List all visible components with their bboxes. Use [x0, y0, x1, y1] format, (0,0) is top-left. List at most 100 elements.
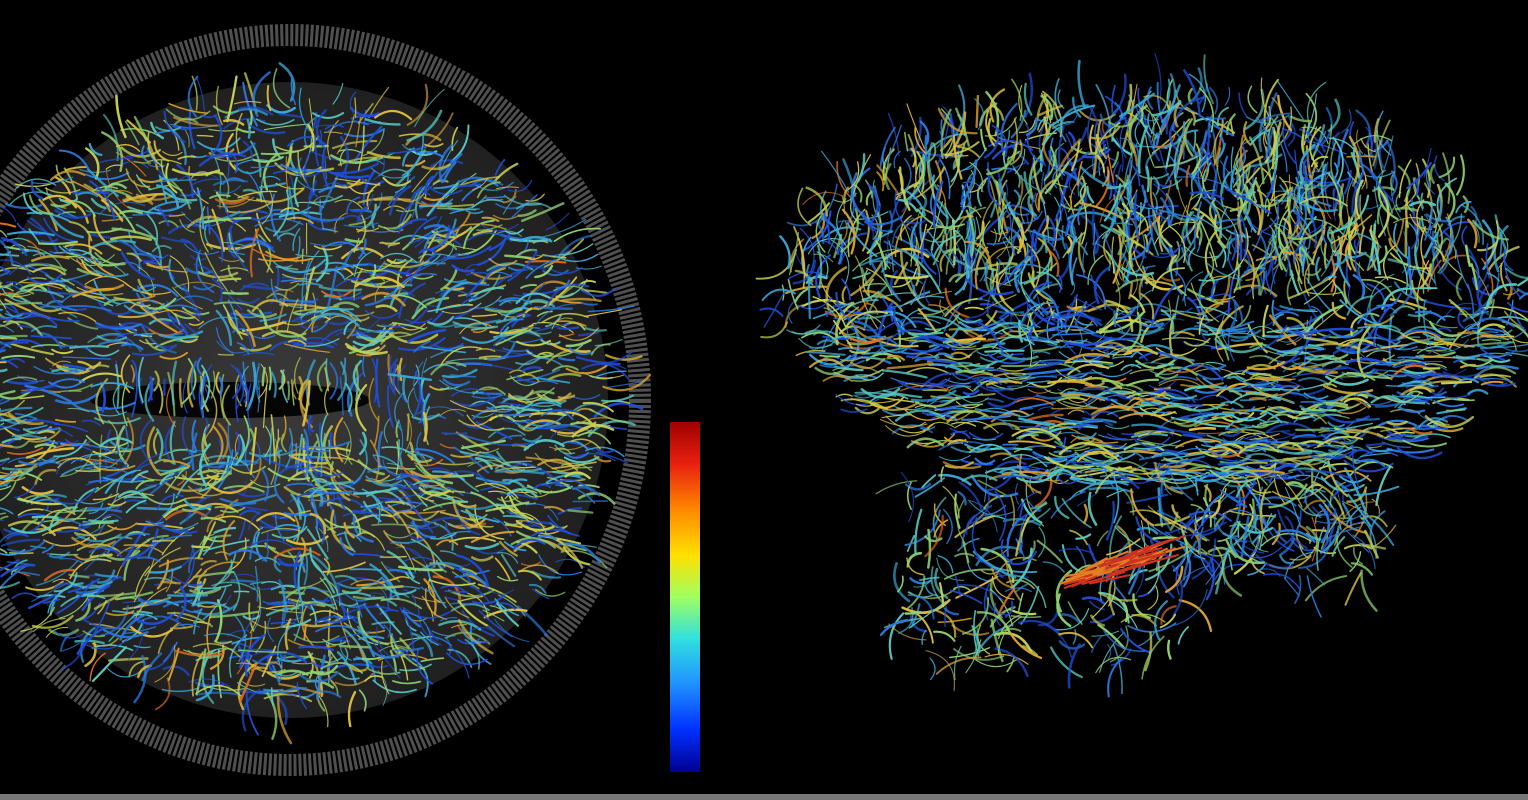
fiber: [560, 297, 602, 303]
fiber: [974, 457, 996, 465]
fiber: [163, 307, 181, 326]
fiber: [286, 298, 299, 332]
fiber: [135, 595, 170, 606]
fiber: [34, 468, 57, 485]
fiber: [88, 519, 119, 523]
fiber: [399, 637, 416, 657]
fiber: [505, 460, 533, 464]
fiber: [416, 648, 434, 685]
fiber: [393, 646, 425, 652]
fiber: [1365, 442, 1386, 447]
fiber: [281, 369, 289, 403]
fiber: [159, 351, 189, 360]
fiber: [193, 283, 216, 291]
fiber: [918, 576, 940, 582]
fiber: [334, 178, 381, 186]
fiber: [420, 388, 424, 424]
fiber: [901, 598, 951, 614]
fiber: [1473, 366, 1517, 379]
fiber: [1214, 514, 1227, 532]
fiber: [1287, 186, 1301, 230]
fiber: [326, 656, 336, 687]
fiber: [1079, 201, 1124, 220]
fiber: [102, 514, 122, 520]
fiber: [34, 443, 57, 448]
fiber: [954, 552, 975, 558]
fiber: [1157, 487, 1164, 528]
fiber: [250, 164, 279, 169]
fiber: [1282, 128, 1326, 159]
fiber: [969, 169, 976, 193]
fiber: [38, 460, 62, 467]
fiber: [72, 180, 108, 202]
fiber: [266, 292, 289, 301]
fiber: [333, 417, 344, 463]
fiber: [522, 462, 563, 488]
fiber: [230, 493, 277, 507]
fiber: [58, 597, 89, 619]
fiber: [1143, 94, 1171, 109]
fiber: [459, 450, 496, 460]
fiber: [426, 184, 463, 196]
fiber: [477, 583, 517, 603]
fiber: [84, 559, 108, 562]
fiber: [1033, 350, 1051, 355]
fiber: [1055, 569, 1073, 613]
fiber: [75, 583, 108, 595]
fiber: [520, 284, 538, 289]
fiber: [233, 457, 262, 493]
fiber: [269, 340, 306, 351]
fiber: [104, 469, 137, 494]
fiber: [1064, 208, 1076, 237]
fiber: [1286, 455, 1333, 466]
fiber: [969, 218, 976, 253]
fiber: [1320, 353, 1349, 361]
fiber: [1376, 110, 1392, 156]
fiber: [470, 491, 505, 515]
fiber: [158, 383, 164, 414]
fiber: [10, 520, 60, 534]
fiber: [459, 568, 488, 587]
fiber: [53, 572, 78, 593]
fiber: [1068, 424, 1088, 428]
fiber: [933, 234, 961, 258]
fiber: [903, 290, 952, 305]
fiber: [188, 548, 202, 574]
fiber: [518, 235, 553, 243]
fiber: [1243, 258, 1261, 296]
fiber: [932, 496, 947, 542]
fiber: [466, 414, 505, 431]
fiber: [910, 603, 921, 628]
fiber: [1122, 601, 1129, 623]
fiber: [530, 323, 570, 334]
fiber: [53, 423, 88, 433]
fiber: [367, 466, 389, 474]
fiber: [470, 530, 515, 543]
fiber: [852, 248, 896, 272]
fiber: [1071, 434, 1119, 444]
fiber: [395, 419, 400, 438]
fiber: [285, 156, 289, 192]
fiber: [1178, 204, 1188, 226]
fiber: [939, 454, 971, 462]
fiber: [1126, 398, 1170, 411]
fiber: [354, 276, 405, 289]
fiber: [370, 261, 386, 277]
fiber: [1488, 298, 1495, 319]
fiber: [364, 309, 400, 319]
fiber: [163, 460, 191, 468]
fiber: [957, 146, 980, 158]
fiber: [196, 134, 214, 138]
fiber: [360, 318, 381, 337]
fiber: [1148, 215, 1154, 238]
fiber: [980, 569, 1000, 575]
fiber: [282, 687, 308, 694]
fiber: [336, 494, 347, 511]
fiber: [266, 84, 272, 112]
fiber: [936, 609, 957, 638]
fiber: [255, 366, 260, 390]
fiber: [913, 579, 932, 588]
fiber: [474, 457, 493, 470]
fiber: [909, 614, 928, 633]
fiber: [343, 522, 355, 539]
